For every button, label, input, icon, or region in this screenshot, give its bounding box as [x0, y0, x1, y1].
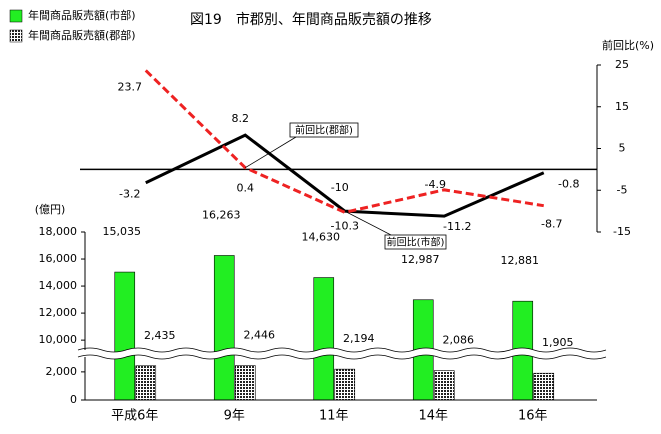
data-label: 2,086 [443, 334, 475, 347]
callout-leader [344, 210, 392, 236]
data-label: 1,905 [542, 336, 574, 349]
y2-tick-label: 15 [615, 100, 629, 113]
axis-break [78, 348, 606, 359]
data-label: -10 [331, 181, 349, 194]
x-tick-label: 11年 [319, 409, 349, 424]
data-label: -4.9 [425, 178, 446, 191]
bar [213, 255, 235, 401]
legend-swatch [9, 9, 23, 23]
y-tick-label: 16,000 [39, 252, 78, 265]
y2-tick-label: -15 [613, 225, 631, 238]
bar [313, 277, 335, 401]
data-label: -10.3 [331, 219, 359, 232]
y-tick-label: 2,000 [46, 365, 78, 378]
data-label: 2,435 [144, 329, 176, 342]
data-label: 2,446 [244, 329, 276, 342]
legend-swatch [9, 29, 23, 43]
y-tick-label: 14,000 [39, 279, 78, 292]
data-label: 2,194 [343, 332, 375, 345]
callout-label: 前回比(郡部) [295, 124, 353, 137]
y2-axis-label: 前回比(%) [602, 38, 654, 52]
data-label: 23.7 [118, 80, 143, 93]
axis-break-line [77, 354, 607, 360]
x-tick-label: 16年 [518, 409, 548, 424]
data-label: -8.7 [541, 218, 562, 231]
y-tick-label: 10,000 [39, 333, 78, 346]
bar [234, 365, 256, 401]
data-label: 12,987 [401, 253, 440, 266]
bar [433, 370, 455, 401]
y2-tick-label: 5 [619, 142, 626, 155]
y2-tick-label: 25 [615, 58, 629, 71]
callout-box [384, 234, 447, 250]
data-label: 12,881 [501, 254, 540, 267]
data-label: -11.2 [443, 220, 471, 233]
x-tick-label: 平成6年 [111, 409, 158, 424]
data-label: -0.8 [558, 178, 579, 191]
data-label: 0.4 [237, 182, 255, 195]
bar [114, 271, 136, 401]
data-label: 8.2 [232, 112, 250, 125]
legend-label: 年間商品販売額(郡部) [28, 28, 136, 42]
legend-label: 年間商品販売額(市部) [28, 8, 136, 22]
data-label: 15,035 [103, 225, 142, 238]
y2-tick-label: -5 [617, 183, 628, 196]
data-label: 16,263 [202, 208, 241, 221]
chart-title: 図19 市郡別、年間商品販売額の推移 [190, 11, 432, 28]
callout-box [289, 122, 359, 138]
bar [135, 365, 157, 401]
x-tick-label: 9年 [224, 409, 245, 424]
bar [334, 368, 356, 401]
y-tick-label: 18,000 [39, 225, 78, 238]
x-tick-label: 14年 [418, 409, 448, 424]
y-tick-label: 0 [70, 393, 77, 406]
callout-leader [245, 136, 297, 169]
data-label: -3.2 [119, 188, 140, 201]
callout-label: 前回比(市部) [387, 236, 445, 249]
line [145, 133, 545, 218]
y-axis-label: (億円) [35, 203, 66, 216]
y-tick-label: 12,000 [39, 306, 78, 319]
data-label: 14,630 [302, 231, 341, 244]
axis-break-line [77, 347, 607, 353]
bar [533, 372, 555, 401]
